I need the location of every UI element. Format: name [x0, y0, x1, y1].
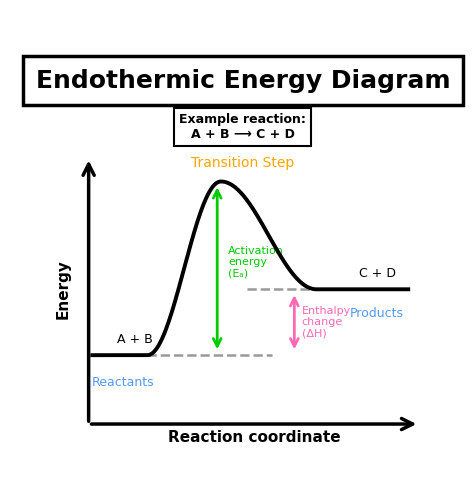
Text: Activation
energy
(Eₐ): Activation energy (Eₐ) [228, 246, 284, 279]
Text: Enthalpy
change
(ΔH): Enthalpy change (ΔH) [301, 306, 351, 339]
Text: Transition Step: Transition Step [191, 156, 294, 170]
Text: Reactants: Reactants [92, 376, 155, 389]
Text: C + D: C + D [358, 268, 395, 280]
Text: Endothermic Energy Diagram: Endothermic Energy Diagram [36, 68, 450, 92]
Text: Energy: Energy [55, 260, 71, 319]
Text: Example reaction:
A + B ⟶ C + D: Example reaction: A + B ⟶ C + D [180, 114, 306, 141]
Text: Products: Products [350, 308, 404, 320]
Text: Reaction coordinate: Reaction coordinate [168, 430, 340, 445]
Text: A + B: A + B [117, 333, 153, 346]
